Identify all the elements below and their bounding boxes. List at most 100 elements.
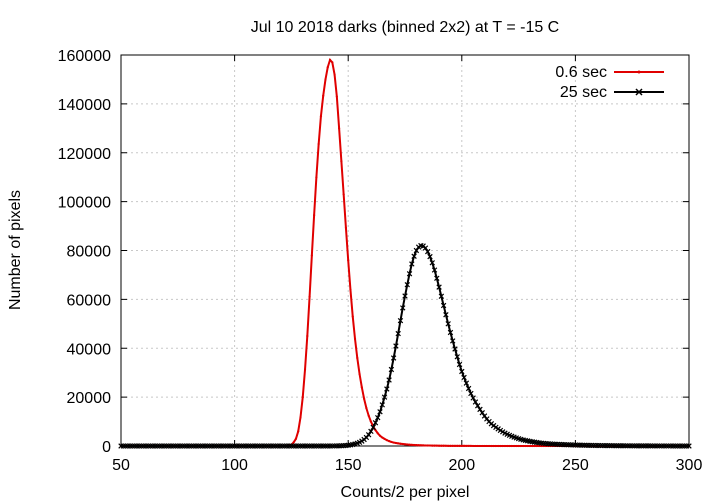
data-point (468, 390, 474, 397)
data-point (456, 444, 459, 447)
data-point (328, 58, 332, 61)
data-point (510, 444, 513, 448)
data-point (508, 444, 511, 448)
data-point (372, 420, 379, 426)
data-point (431, 444, 434, 447)
data-point (388, 366, 395, 373)
data-point (472, 399, 479, 405)
data-point (399, 442, 402, 445)
axis-ticks: 50 100 150 200 250 300 0 20000 40000 60000 80000 10… (58, 48, 703, 474)
data-point (415, 444, 418, 447)
legend-item: 25 sec (560, 84, 664, 101)
data-point (363, 397, 366, 400)
data-point (356, 356, 359, 360)
x-tick-label: 300 (676, 457, 703, 474)
data-point (522, 444, 525, 448)
data-point (308, 295, 311, 298)
y-tick-label: 40000 (67, 341, 112, 358)
data-point (462, 444, 466, 448)
y-tick-label: 20000 (67, 390, 112, 407)
series-0 (119, 57, 691, 448)
data-point (426, 444, 429, 447)
grid (121, 55, 689, 446)
data-point (526, 444, 529, 448)
y-tick-label: 120000 (58, 146, 111, 163)
data-point (686, 443, 692, 449)
data-point (315, 176, 318, 179)
data-point (376, 432, 379, 435)
data-point (481, 444, 484, 448)
data-point (531, 444, 534, 448)
data-point (400, 305, 406, 311)
data-point (413, 247, 420, 254)
data-point (401, 442, 404, 446)
data-point (422, 245, 429, 251)
data-point (397, 442, 400, 445)
x-tick-label: 250 (562, 457, 589, 474)
legend: 0.6 sec 25 sec (555, 64, 664, 101)
data-point (322, 94, 325, 97)
data-point (390, 355, 397, 361)
data-point (410, 443, 413, 446)
data-point (428, 444, 432, 447)
data-point (294, 437, 298, 440)
data-point (447, 329, 454, 336)
x-tick-label: 200 (448, 457, 475, 474)
data-point (497, 444, 500, 448)
data-point (533, 444, 536, 448)
data-point (403, 443, 407, 446)
data-point (503, 444, 507, 448)
data-point (384, 386, 390, 392)
data-point (449, 338, 456, 344)
data-point (385, 439, 388, 442)
data-point (454, 354, 460, 360)
data-point (409, 261, 415, 267)
data-point (404, 281, 410, 288)
data-point (368, 428, 374, 435)
data-point (444, 444, 447, 447)
data-point (458, 444, 461, 447)
legend-marker (637, 70, 641, 74)
data-point (381, 394, 388, 400)
data-point (499, 444, 502, 448)
data-point (476, 444, 479, 448)
data-point (494, 444, 497, 448)
data-point (436, 284, 442, 290)
data-point (449, 444, 452, 447)
data-point (469, 444, 472, 448)
data-point (319, 114, 323, 118)
data-point (365, 407, 368, 410)
data-point (485, 444, 488, 448)
y-axis-label: Number of pixels (7, 190, 24, 310)
data-point (438, 293, 445, 299)
data-point (535, 444, 538, 448)
data-point (358, 372, 361, 376)
data-point (519, 444, 522, 448)
data-point (517, 444, 520, 448)
data-point (393, 343, 399, 349)
data-point (429, 260, 435, 266)
data-point (447, 444, 450, 447)
data-point (460, 444, 463, 448)
data-point (387, 440, 391, 443)
data-point (474, 403, 481, 409)
data-point (310, 254, 313, 257)
data-point (406, 443, 409, 446)
data-point (440, 444, 443, 447)
data-point (369, 420, 373, 423)
x-tick-label: 50 (112, 457, 130, 474)
data-point (338, 127, 341, 130)
data-point (478, 444, 482, 448)
legend-marker (635, 88, 643, 96)
data-point (297, 430, 300, 433)
data-point (459, 368, 465, 375)
chart-title: Jul 10 2018 darks (binned 2x2) at T = -1… (251, 19, 559, 36)
data-point (335, 95, 338, 98)
y-tick-label: 140000 (58, 97, 111, 114)
series-1 (118, 242, 692, 449)
data-point (467, 444, 470, 448)
data-point (427, 253, 433, 260)
y-tick-label: 100000 (58, 195, 111, 212)
series-layer (118, 57, 692, 449)
